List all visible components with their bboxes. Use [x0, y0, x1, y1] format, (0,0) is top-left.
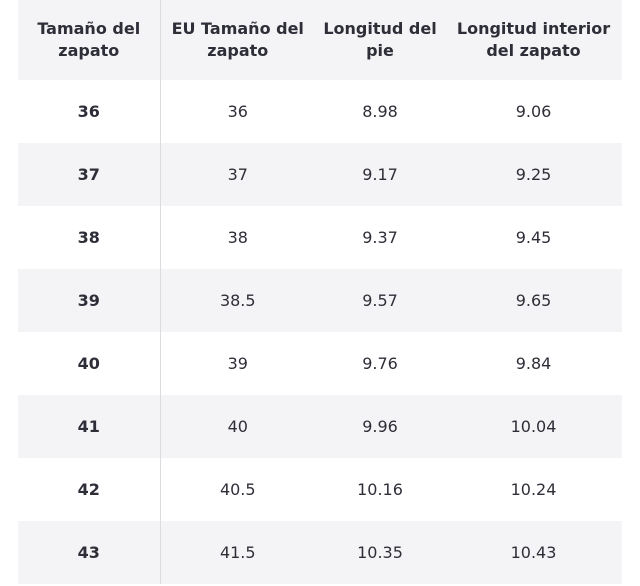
value-cell: 10.35 [315, 521, 445, 584]
value-cell: 8.98 [362, 102, 398, 121]
value-cell: 37 [160, 143, 315, 206]
table-row: 41 40 9.96 10.04 [18, 395, 622, 458]
size-cell: 37 [18, 143, 161, 206]
value-cell: 9.57 [315, 269, 445, 332]
value-cell: 10.16 [357, 480, 403, 499]
value-cell: 10.24 [510, 480, 557, 499]
table-row: 37 37 9.17 9.25 [18, 143, 622, 206]
header-cell: Longitud interior del zapato [445, 0, 622, 80]
value-cell: 39 [227, 354, 248, 373]
value-cell: 9.45 [515, 228, 552, 247]
size-cell: 43 [18, 521, 161, 584]
size-cell: 38 [18, 206, 161, 269]
value-cell: 9.17 [315, 143, 445, 206]
size-cell: 42 [18, 458, 161, 521]
value-cell: 9.84 [515, 354, 552, 373]
value-cell: 40.5 [219, 480, 256, 499]
value-cell: 9.76 [362, 354, 398, 373]
value-cell: 9.06 [515, 102, 552, 121]
value-cell: 38.5 [160, 269, 315, 332]
value-cell: 38 [227, 228, 248, 247]
size-table: Tamaño del zapato EU Tamaño del zapato Lon… [18, 0, 622, 584]
header-cell: Longitud del pie [315, 0, 445, 80]
table-body: 36 36 8.98 9.06 37 37 9.17 9.25 38 38 9.37 9.45 39 38… [18, 80, 622, 584]
value-cell: 9.96 [315, 395, 445, 458]
value-cell: 36 [227, 102, 248, 121]
table-row: 36 36 8.98 9.06 [18, 80, 622, 143]
size-cell: 40 [18, 332, 161, 395]
header-cell: EU Tamaño del zapato [160, 0, 315, 80]
table-row: 38 38 9.37 9.45 [18, 206, 622, 269]
table-row: 43 41.5 10.35 10.43 [18, 521, 622, 584]
value-cell: 10.04 [445, 395, 622, 458]
table-row: 39 38.5 9.57 9.65 [18, 269, 622, 332]
table-row: 42 40.5 10.16 10.24 [18, 458, 622, 521]
size-cell: 41 [18, 395, 161, 458]
value-cell: 41.5 [160, 521, 315, 584]
value-cell: 9.25 [445, 143, 622, 206]
value-cell: 10.43 [445, 521, 622, 584]
value-cell: 40 [160, 395, 315, 458]
size-cell: 39 [18, 269, 161, 332]
value-cell: 9.65 [445, 269, 622, 332]
header-row: Tamaño del zapato EU Tamaño del zapato Lon… [18, 0, 622, 80]
value-cell: 9.37 [362, 228, 398, 247]
table-row: 40 39 9.76 9.84 [18, 332, 622, 395]
header-cell: Tamaño del zapato [18, 0, 161, 80]
size-cell: 36 [18, 80, 161, 143]
